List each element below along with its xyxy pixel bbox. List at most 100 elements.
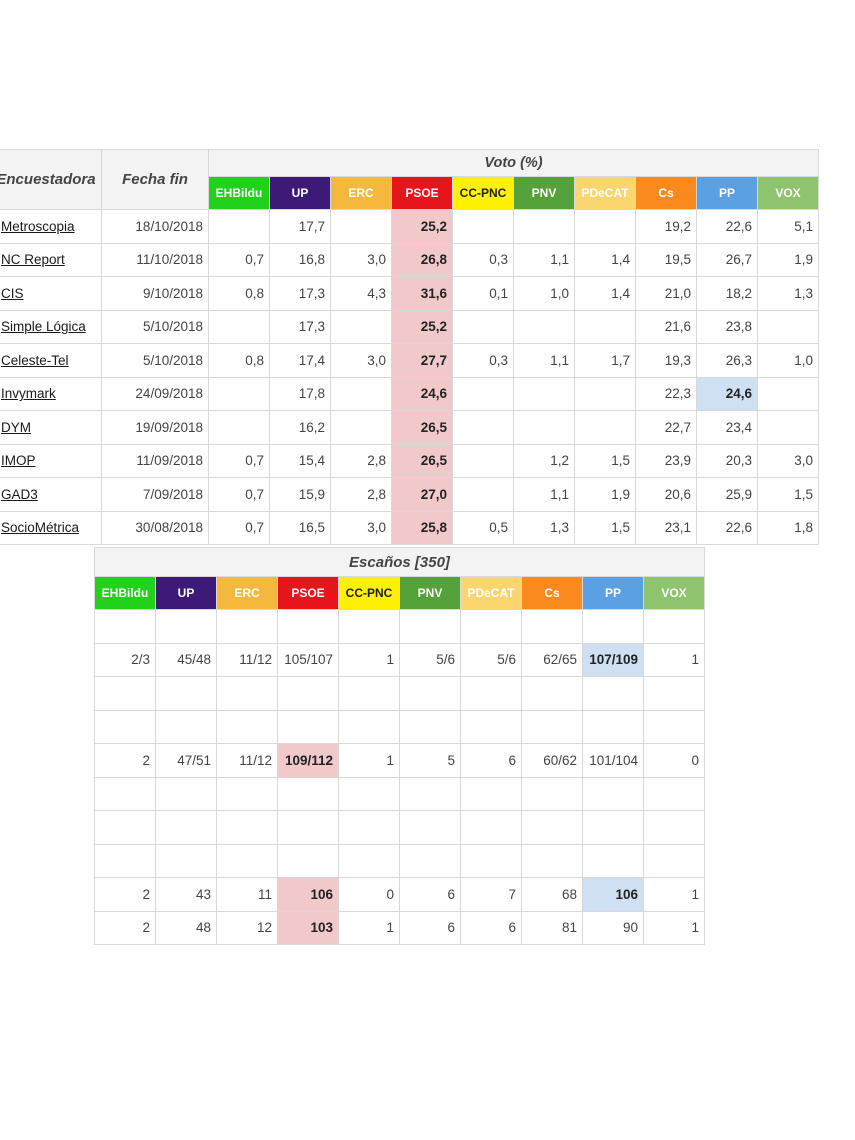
seat-cell-ehbildu: 2 (94, 910, 156, 945)
vote-cell-psoe: 31,6 (391, 276, 453, 311)
seat-cell-vox (643, 709, 705, 744)
vote-cell-erc: 2,8 (330, 477, 392, 512)
seat-cell-pdecat: 5/6 (460, 642, 522, 677)
vote-cell-ehbildu: 0,8 (208, 276, 270, 311)
vote-cell-pnv: 1,2 (513, 443, 575, 478)
vote-cell-pdecat (574, 209, 636, 244)
vote-cell-pp: 24,6 (696, 376, 758, 411)
pollster-link[interactable]: CIS (1, 285, 24, 301)
end-date-cell: 9/10/2018 (101, 276, 209, 311)
end-date-cell: 7/09/2018 (101, 477, 209, 512)
vote-cell-pdecat: 1,9 (574, 477, 636, 512)
seat-cell-psoe (277, 676, 339, 711)
seat-cell-vox (643, 676, 705, 711)
seat-cell-cc-pnc (338, 609, 400, 644)
vote-cell-vox: 5,1 (757, 209, 819, 244)
seat-cell-ehbildu (94, 810, 156, 845)
party-header-ehbildu: EHBildu (94, 576, 156, 610)
seat-cell-cs (521, 810, 583, 845)
pollster-link[interactable]: GAD3 (1, 486, 38, 502)
seat-cell-pp (582, 709, 644, 744)
vote-cell-cs: 23,9 (635, 443, 697, 478)
vote-cell-cc-pnc: 0,3 (452, 242, 514, 277)
vote-cell-pp: 25,9 (696, 477, 758, 512)
vote-cell-up: 17,7 (269, 209, 331, 244)
vote-cell-erc: 3,0 (330, 343, 392, 378)
vote-cell-up: 17,3 (269, 276, 331, 311)
seat-cell-pp (582, 609, 644, 644)
pollster-link[interactable]: Metroscopia (1, 218, 75, 234)
seat-cell-psoe (277, 709, 339, 744)
vote-cell-cs: 21,6 (635, 309, 697, 344)
pollster-link[interactable]: Celeste-Tel (1, 352, 69, 368)
seat-cell-cs (521, 776, 583, 811)
vote-cell-pdecat: 1,4 (574, 242, 636, 277)
seat-cell-ehbildu: 2 (94, 877, 156, 912)
vote-cell-pnv: 1,3 (513, 510, 575, 545)
vote-cell-pnv (513, 376, 575, 411)
seat-cell-pnv (399, 810, 461, 845)
vote-cell-cs: 19,5 (635, 242, 697, 277)
vote-cell-cs: 22,3 (635, 376, 697, 411)
vote-cell-cc-pnc (452, 443, 514, 478)
seat-cell-pnv (399, 843, 461, 878)
pollster-link[interactable]: NC Report (1, 252, 65, 268)
seat-cell-up (155, 676, 217, 711)
vote-cell-pnv: 1,1 (513, 343, 575, 378)
pollster-link[interactable]: Simple Lógica (1, 319, 86, 335)
pollster-link[interactable]: IMOP (1, 453, 36, 469)
vote-poll-table: Encuestadora Fecha fin Voto (%) EHBildu U… (0, 149, 819, 545)
seat-cell-ehbildu: 2/3 (94, 642, 156, 677)
seat-cell-cs: 62/65 (521, 642, 583, 677)
seats-table: Escaños [350] EHBildu UP ERC PSOE CC-PNC PNV P… (94, 547, 705, 945)
seat-cell-psoe (277, 810, 339, 845)
vote-cell-cc-pnc: 0,3 (452, 343, 514, 378)
end-date-cell: 11/09/2018 (101, 443, 209, 478)
seat-projection-rows: 2/3 45/48 11/12 105/107 1 5/6 5/6 62/65 107/109 1… (94, 609, 705, 945)
seat-cell-pnv: 5 (399, 743, 461, 778)
vote-cell-cs: 23,1 (635, 510, 697, 545)
vote-cell-pdecat: 1,5 (574, 510, 636, 545)
seat-cell-erc (216, 609, 278, 644)
party-header-cc-pnc: CC-PNC (338, 576, 400, 610)
seat-cell-pdecat (460, 709, 522, 744)
seat-cell-vox (643, 609, 705, 644)
seat-cell-up: 47/51 (155, 743, 217, 778)
table-row: GAD3 7/09/2018 0,7 15,9 2,8 27,0 1,1 1,9 20,6 25,… (0, 477, 819, 512)
party-header-cs: Cs (521, 576, 583, 610)
vote-cell-cc-pnc (452, 309, 514, 344)
vote-cell-cs: 20,6 (635, 477, 697, 512)
vote-cell-vox (757, 376, 819, 411)
seat-cell-ehbildu (94, 709, 156, 744)
vote-cell-up: 15,9 (269, 477, 331, 512)
pollster-link[interactable]: DYM (1, 419, 31, 435)
table-row: IMOP 11/09/2018 0,7 15,4 2,8 26,5 1,2 1,5 23,9 20… (0, 443, 819, 478)
vote-cell-pp: 23,4 (696, 410, 758, 445)
seat-cell-up: 48 (155, 910, 217, 945)
end-date-cell: 24/09/2018 (101, 376, 209, 411)
table-row: DYM 19/09/2018 16,2 26,5 22,7 23,4 (0, 410, 819, 445)
pollster-cell: Metroscopia (0, 209, 102, 244)
header-pollster: Encuestadora (0, 149, 102, 210)
table-row (94, 776, 705, 811)
vote-cell-cc-pnc: 0,1 (452, 276, 514, 311)
vote-cell-up: 17,3 (269, 309, 331, 344)
seat-cell-erc (216, 843, 278, 878)
seat-cell-vox: 1 (643, 642, 705, 677)
vote-cell-vox: 1,5 (757, 477, 819, 512)
pollster-link[interactable]: Invymark (1, 386, 56, 402)
seat-cell-cs: 60/62 (521, 743, 583, 778)
vote-cell-pnv: 1,0 (513, 276, 575, 311)
party-header-psoe: PSOE (391, 176, 453, 210)
vote-cell-pp: 23,8 (696, 309, 758, 344)
pollster-cell: NC Report (0, 242, 102, 277)
vote-cell-pdecat (574, 410, 636, 445)
party-header-cs: Cs (635, 176, 697, 210)
seat-cell-pp (582, 776, 644, 811)
table-row (94, 810, 705, 845)
vote-cell-ehbildu: 0,7 (208, 477, 270, 512)
pollster-link[interactable]: SocioMétrica (1, 520, 80, 536)
seat-cell-up (155, 609, 217, 644)
seat-cell-cc-pnc: 1 (338, 743, 400, 778)
seat-cell-up (155, 843, 217, 878)
